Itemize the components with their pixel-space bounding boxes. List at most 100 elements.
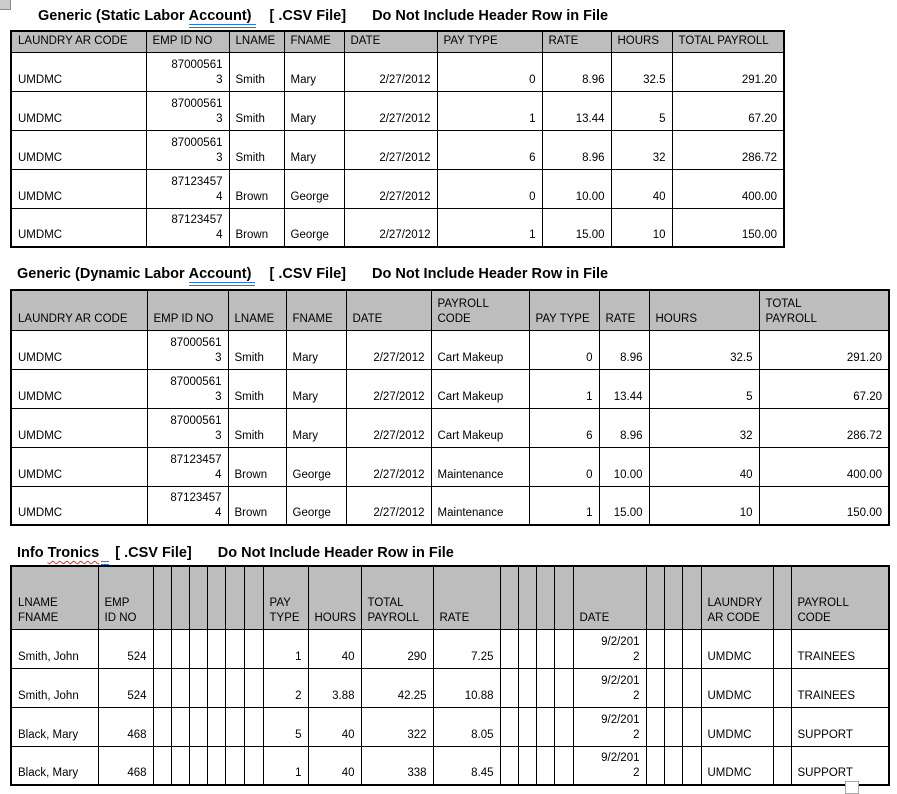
cell-laundry-ar-code[interactable]: UMDMC (10, 207, 147, 248)
col-header-total-payroll[interactable]: TOTAL PAYROLL (671, 30, 785, 53)
cell-rate[interactable]: 7.25 (432, 628, 501, 669)
cell-pay-type[interactable]: 6 (528, 407, 600, 448)
cell-date[interactable]: 2/27/2012 (343, 90, 438, 131)
cell-laundry-ar-code[interactable]: UMDMC (10, 90, 147, 131)
cell-emp-id[interactable]: 87000561 3 (145, 129, 230, 170)
cell-pay-type[interactable]: 0 (436, 168, 543, 209)
static-labor-table[interactable]: LAUNDRY AR CODE EMP ID NO LNAME FNAME DA… (10, 30, 785, 248)
cell-fname[interactable]: Mary (283, 90, 345, 131)
col-header-laundry-ar-code[interactable]: LAUNDRY AR CODE (10, 30, 147, 53)
cell-lname-fname[interactable]: Black, Mary (10, 706, 99, 747)
cell-lname[interactable]: Brown (228, 168, 285, 209)
cell-fname[interactable]: Mary (283, 129, 345, 170)
cell-pay-type[interactable]: 2 (262, 667, 309, 708)
cell-lname[interactable]: Smith (228, 51, 285, 92)
cell-fname[interactable]: Mary (285, 407, 347, 448)
cell-date[interactable]: 2/27/2012 (343, 129, 438, 170)
cell-rate[interactable]: 10.00 (541, 168, 612, 209)
cell-pay-type[interactable]: 1 (262, 745, 309, 786)
cell-pay-type[interactable]: 1 (262, 628, 309, 669)
cell-rate[interactable]: 15.00 (541, 207, 612, 248)
cell-total-payroll[interactable]: 150.00 (671, 207, 785, 248)
cell-hours[interactable]: 40 (307, 745, 362, 786)
cell-lname[interactable]: Brown (228, 207, 285, 248)
col-header-payroll-code[interactable]: PAYROLL CODE (430, 289, 530, 331)
cell-laundry-ar-code[interactable]: UMDMC (700, 745, 774, 786)
cell-lname[interactable]: Smith (228, 90, 285, 131)
cell-emp-id[interactable]: 87000561 3 (146, 368, 229, 409)
cell-emp-id[interactable]: 524 (97, 628, 154, 669)
section2-title[interactable]: Generic (Dynamic Labor Account) [ .CSV Fi… (17, 266, 608, 286)
cell-rate[interactable]: 8.45 (432, 745, 501, 786)
cell-emp-id[interactable]: 87000561 3 (146, 329, 229, 370)
cell-total-payroll[interactable]: 286.72 (671, 129, 785, 170)
col-header-total-payroll[interactable]: TOTAL PAYROLL (758, 289, 890, 331)
cell-emp-id[interactable]: 468 (97, 745, 154, 786)
cell-payroll-code[interactable]: Cart Makeup (430, 368, 530, 409)
cell-hours[interactable]: 32 (610, 129, 673, 170)
section1-title[interactable]: Generic (Static Labor Account) [ .CSV Fil… (38, 8, 608, 28)
cell-date[interactable]: 2/27/2012 (343, 207, 438, 248)
cell-pay-type[interactable]: 6 (436, 129, 543, 170)
cell-payroll-code[interactable]: Maintenance (430, 446, 530, 487)
col-header-pay-type[interactable]: PAY TYPE (262, 565, 309, 630)
cell-total-payroll[interactable]: 67.20 (758, 368, 890, 409)
cell-laundry-ar-code[interactable]: UMDMC (10, 51, 147, 92)
cell-rate[interactable]: 13.44 (541, 90, 612, 131)
cell-hours[interactable]: 40 (307, 706, 362, 747)
cell-emp-id[interactable]: 87123457 4 (146, 485, 229, 526)
cell-lname-fname[interactable]: Smith, John (10, 628, 99, 669)
cell-date[interactable]: 2/27/2012 (345, 446, 432, 487)
col-header-hours[interactable]: HOURS (610, 30, 673, 53)
cell-laundry-ar-code[interactable]: UMDMC (10, 329, 148, 370)
cell-pay-type[interactable]: 5 (262, 706, 309, 747)
cell-total-payroll[interactable]: 322 (360, 706, 434, 747)
cell-payroll-code[interactable]: Cart Makeup (430, 407, 530, 448)
col-header-pay-type[interactable]: PAY TYPE (436, 30, 543, 53)
cell-date[interactable]: 9/2/201 2 (572, 745, 647, 786)
cell-emp-id[interactable]: 524 (97, 667, 154, 708)
col-header-hours[interactable]: HOURS (648, 289, 760, 331)
col-header-emp-id-no[interactable]: EMP ID NO (145, 30, 230, 53)
cell-fname[interactable]: Mary (285, 368, 347, 409)
cell-laundry-ar-code[interactable]: UMDMC (10, 446, 148, 487)
cell-payroll-code[interactable]: SUPPORT (790, 706, 890, 747)
cell-emp-id[interactable]: 87000561 3 (145, 51, 230, 92)
cell-fname[interactable]: George (283, 168, 345, 209)
cell-hours[interactable]: 32.5 (610, 51, 673, 92)
cell-emp-id[interactable]: 87123457 4 (145, 207, 230, 248)
cell-lname[interactable]: Brown (227, 446, 287, 487)
cell-fname[interactable]: George (283, 207, 345, 248)
col-header-rate[interactable]: RATE (598, 289, 650, 331)
cell-laundry-ar-code[interactable]: UMDMC (10, 407, 148, 448)
col-header-fname[interactable]: FNAME (285, 289, 347, 331)
col-header-date[interactable]: DATE (343, 30, 438, 53)
cell-lname[interactable]: Brown (227, 485, 287, 526)
cell-laundry-ar-code[interactable]: UMDMC (10, 485, 148, 526)
cell-date[interactable]: 2/27/2012 (345, 329, 432, 370)
cell-date[interactable]: 2/27/2012 (345, 485, 432, 526)
cell-payroll-code[interactable]: Cart Makeup (430, 329, 530, 370)
cell-total-payroll[interactable]: 150.00 (758, 485, 890, 526)
cell-rate[interactable]: 15.00 (598, 485, 650, 526)
cell-pay-type[interactable]: 1 (436, 207, 543, 248)
col-header-fname[interactable]: FNAME (283, 30, 345, 53)
col-header-emp-id-no[interactable]: EMP ID NO (97, 565, 154, 630)
cell-emp-id[interactable]: 87123457 4 (145, 168, 230, 209)
cell-hours[interactable]: 40 (648, 446, 760, 487)
cell-fname[interactable]: George (285, 485, 347, 526)
cell-laundry-ar-code[interactable]: UMDMC (700, 706, 774, 747)
cell-lname-fname[interactable]: Black, Mary (10, 745, 99, 786)
cell-date[interactable]: 9/2/201 2 (572, 628, 647, 669)
col-header-lname[interactable]: LNAME (228, 30, 285, 53)
cell-payroll-code[interactable]: SUPPORT (790, 745, 890, 786)
cell-payroll-code[interactable]: TRAINEES (790, 667, 890, 708)
cell-laundry-ar-code[interactable]: UMDMC (10, 129, 147, 170)
cell-total-payroll[interactable]: 400.00 (758, 446, 890, 487)
cell-pay-type[interactable]: 1 (528, 368, 600, 409)
cell-emp-id[interactable]: 87000561 3 (146, 407, 229, 448)
cell-total-payroll[interactable]: 286.72 (758, 407, 890, 448)
col-header-laundry-ar-code[interactable]: LAUNDRY AR CODE (10, 289, 148, 331)
cell-rate[interactable]: 8.96 (598, 329, 650, 370)
cell-hours[interactable]: 10 (610, 207, 673, 248)
